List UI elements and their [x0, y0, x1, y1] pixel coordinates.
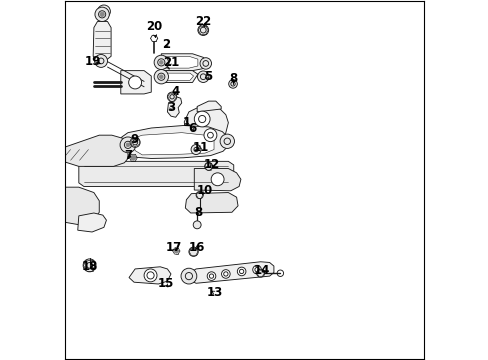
Circle shape — [188, 247, 198, 256]
Circle shape — [181, 268, 196, 284]
Circle shape — [228, 80, 237, 88]
Circle shape — [252, 265, 261, 274]
Text: 5: 5 — [203, 69, 212, 82]
Polygon shape — [120, 126, 228, 158]
Circle shape — [193, 221, 201, 229]
Text: 10: 10 — [197, 184, 213, 197]
Circle shape — [194, 111, 210, 127]
Circle shape — [207, 272, 215, 280]
Text: 17: 17 — [165, 241, 181, 254]
Circle shape — [203, 129, 217, 141]
Circle shape — [100, 12, 104, 17]
Circle shape — [120, 137, 136, 153]
Polygon shape — [197, 101, 221, 112]
Text: 19: 19 — [85, 55, 101, 68]
Circle shape — [154, 69, 168, 84]
Text: 11: 11 — [192, 140, 208, 153]
Text: 18: 18 — [81, 260, 98, 273]
Circle shape — [131, 155, 136, 160]
Text: 1: 1 — [182, 116, 190, 129]
Circle shape — [221, 270, 230, 278]
Polygon shape — [65, 135, 128, 166]
Circle shape — [204, 162, 212, 170]
Circle shape — [126, 143, 129, 147]
Circle shape — [198, 25, 208, 36]
Circle shape — [167, 92, 176, 102]
Circle shape — [97, 5, 110, 18]
Text: 8: 8 — [193, 206, 202, 219]
Text: 2: 2 — [162, 38, 170, 51]
Circle shape — [174, 249, 178, 253]
Polygon shape — [187, 262, 273, 283]
Polygon shape — [79, 161, 233, 186]
Text: 14: 14 — [253, 264, 269, 277]
Text: 21: 21 — [163, 56, 179, 69]
Circle shape — [95, 7, 109, 22]
Circle shape — [130, 137, 140, 147]
Circle shape — [211, 173, 224, 186]
Polygon shape — [121, 71, 151, 94]
Polygon shape — [194, 168, 241, 191]
Circle shape — [220, 134, 234, 148]
Circle shape — [159, 60, 163, 64]
Circle shape — [197, 71, 208, 82]
Circle shape — [196, 192, 203, 199]
Text: 6: 6 — [188, 122, 196, 135]
Circle shape — [191, 144, 201, 154]
Text: 7: 7 — [123, 149, 132, 162]
Text: 20: 20 — [146, 20, 162, 37]
Circle shape — [256, 269, 264, 277]
Text: 9: 9 — [130, 133, 138, 146]
Polygon shape — [93, 22, 111, 60]
Circle shape — [94, 54, 107, 67]
Text: 12: 12 — [203, 158, 219, 171]
Text: 15: 15 — [157, 278, 173, 291]
Polygon shape — [161, 54, 206, 71]
Text: 4: 4 — [171, 85, 180, 98]
Circle shape — [154, 55, 168, 69]
Polygon shape — [185, 193, 238, 213]
Polygon shape — [65, 187, 99, 225]
Polygon shape — [184, 107, 228, 146]
Polygon shape — [78, 213, 106, 232]
Circle shape — [200, 58, 211, 69]
Circle shape — [237, 267, 245, 276]
Circle shape — [128, 76, 142, 89]
Circle shape — [159, 75, 163, 78]
Text: 13: 13 — [206, 287, 223, 300]
Polygon shape — [161, 71, 198, 82]
Text: 16: 16 — [188, 241, 205, 254]
Circle shape — [83, 259, 96, 272]
Text: 8: 8 — [228, 72, 237, 85]
Text: 22: 22 — [195, 15, 211, 28]
Polygon shape — [167, 97, 182, 117]
Circle shape — [144, 269, 157, 282]
Polygon shape — [133, 133, 214, 155]
Polygon shape — [163, 56, 198, 68]
Polygon shape — [129, 267, 171, 284]
Text: 3: 3 — [166, 101, 175, 114]
Polygon shape — [163, 73, 193, 80]
